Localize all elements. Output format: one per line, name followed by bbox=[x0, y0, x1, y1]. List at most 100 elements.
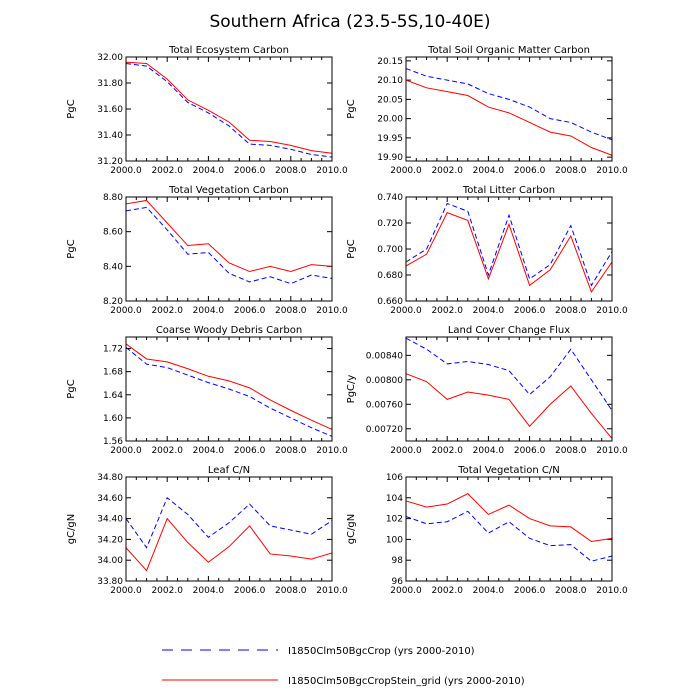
y-tick-label: 100 bbox=[386, 535, 403, 545]
y-tick-label: 34.80 bbox=[97, 473, 123, 483]
x-tick-label: 2010.0 bbox=[596, 166, 628, 176]
x-tick-label: 2008.0 bbox=[555, 446, 587, 456]
y-tick-label: 1.60 bbox=[103, 414, 123, 424]
plot-frame bbox=[125, 336, 333, 442]
y-tick-label: 34.40 bbox=[97, 515, 123, 525]
legend-entry-solid: I1850Clm50BgcCropStein_grid (yrs 2000-20… bbox=[162, 676, 525, 687]
y-tick-label: 0.740 bbox=[377, 193, 403, 203]
series-line-dashed bbox=[125, 206, 333, 285]
panel-grid: Total Ecosystem Carbon 2000.0 2002.0 2004.0… bbox=[66, 45, 628, 596]
x-tick-label: 2006.0 bbox=[234, 306, 266, 316]
y-tick-label: 33.80 bbox=[97, 577, 123, 587]
x-tick-label: 2006.0 bbox=[514, 586, 546, 596]
x-tick-label: 2004.0 bbox=[473, 446, 505, 456]
series-line-solid bbox=[405, 493, 613, 543]
y-tick-label: 0.00840 bbox=[366, 351, 403, 361]
x-tick-label: 2008.0 bbox=[275, 586, 307, 596]
y-tick-label: 0.00800 bbox=[366, 376, 403, 386]
x-tick-label: 2008.0 bbox=[275, 446, 307, 456]
x-tick-label: 2008.0 bbox=[555, 586, 587, 596]
x-tick-label: 2006.0 bbox=[514, 306, 546, 316]
x-tick-label: 2006.0 bbox=[514, 166, 546, 176]
y-tick-label: 20.00 bbox=[377, 115, 403, 125]
y-axis-label: PgC bbox=[66, 99, 77, 118]
y-tick-label: 1.68 bbox=[103, 368, 123, 378]
chart-panel-4: Total Litter Carbon 2000.0 2002.0 2004.0 200… bbox=[346, 185, 628, 316]
legend-entry-dashed: I1850Clm50BgcCrop (yrs 2000-2010) bbox=[162, 646, 475, 657]
y-tick-label: 98 bbox=[392, 556, 404, 566]
y-tick-label: 8.40 bbox=[103, 262, 123, 272]
chart-panel-1: Total Ecosystem Carbon 2000.0 2002.0 2004.0… bbox=[66, 45, 348, 176]
y-tick-label: 19.95 bbox=[377, 134, 403, 144]
x-tick-label: 2000.0 bbox=[390, 586, 422, 596]
y-tick-label: 8.60 bbox=[103, 228, 123, 238]
y-tick-label: 31.60 bbox=[97, 105, 123, 115]
x-tick-label: 2010.0 bbox=[596, 446, 628, 456]
plot-frame bbox=[125, 56, 333, 162]
x-tick-label: 2008.0 bbox=[275, 166, 307, 176]
series-line-solid bbox=[405, 373, 613, 439]
x-tick-label: 2010.0 bbox=[316, 446, 348, 456]
y-tick-label: 8.20 bbox=[103, 297, 123, 307]
y-tick-label: 1.64 bbox=[103, 391, 123, 401]
y-axis-label: gC/gN bbox=[346, 514, 357, 545]
x-tick-label: 2004.0 bbox=[473, 586, 505, 596]
y-tick-label: 32.00 bbox=[97, 53, 123, 63]
y-tick-label: 0.00760 bbox=[366, 400, 403, 410]
y-tick-label: 34.60 bbox=[97, 494, 123, 504]
y-tick-label: 106 bbox=[386, 473, 403, 483]
x-tick-label: 2000.0 bbox=[390, 166, 422, 176]
x-tick-label: 2004.0 bbox=[193, 306, 225, 316]
x-tick-label: 2006.0 bbox=[234, 586, 266, 596]
chart-panel-7: Leaf C/N 2000.0 2002.0 2004.0 2006.0 2008.0 20… bbox=[66, 465, 348, 596]
series-line-solid bbox=[125, 61, 333, 154]
x-tick-label: 2008.0 bbox=[275, 306, 307, 316]
series-line-dashed bbox=[125, 496, 333, 549]
plot-frame bbox=[405, 336, 613, 442]
x-tick-label: 2008.0 bbox=[555, 306, 587, 316]
legend-label-solid: I1850Clm50BgcCropStein_grid (yrs 2000-20… bbox=[288, 676, 525, 687]
x-tick-label: 2002.0 bbox=[431, 166, 463, 176]
x-tick-label: 2000.0 bbox=[390, 446, 422, 456]
x-tick-label: 2010.0 bbox=[596, 586, 628, 596]
panel-title: Land Cover Change Flux bbox=[448, 325, 570, 336]
plot-frame bbox=[125, 196, 333, 302]
x-tick-label: 2000.0 bbox=[110, 306, 142, 316]
y-tick-label: 34.00 bbox=[97, 556, 123, 566]
x-tick-label: 2002.0 bbox=[151, 166, 183, 176]
x-tick-label: 2010.0 bbox=[596, 306, 628, 316]
y-axis-label: PgC/y bbox=[346, 375, 357, 404]
y-tick-label: 102 bbox=[386, 515, 403, 525]
series-line-dashed bbox=[405, 68, 613, 141]
chart-panel-8: Total Vegetation C/N 2000.0 2002.0 2004.0 20… bbox=[346, 465, 628, 596]
x-tick-label: 2006.0 bbox=[234, 166, 266, 176]
x-tick-label: 2002.0 bbox=[431, 446, 463, 456]
panel-title: Total Vegetation Carbon bbox=[168, 185, 289, 196]
x-tick-label: 2010.0 bbox=[316, 586, 348, 596]
panel-title: Leaf C/N bbox=[208, 465, 250, 476]
y-tick-label: 0.680 bbox=[377, 271, 403, 281]
plot-frame bbox=[405, 196, 613, 302]
y-tick-label: 34.20 bbox=[97, 535, 123, 545]
series-line-dashed bbox=[405, 337, 613, 411]
y-tick-label: 0.00720 bbox=[366, 425, 403, 435]
series-line-solid bbox=[405, 79, 613, 156]
x-tick-label: 2004.0 bbox=[193, 586, 225, 596]
series-line-dashed bbox=[405, 202, 613, 287]
y-tick-label: 31.20 bbox=[97, 157, 123, 167]
series-line-solid bbox=[125, 199, 333, 273]
y-tick-label: 0.660 bbox=[377, 297, 403, 307]
plot-frame bbox=[405, 56, 613, 162]
y-tick-label: 31.40 bbox=[97, 131, 123, 141]
y-axis-label: PgC bbox=[66, 239, 77, 258]
figure-title: Southern Africa (23.5-5S,10-40E) bbox=[209, 12, 490, 32]
y-tick-label: 0.720 bbox=[377, 219, 403, 229]
x-tick-label: 2000.0 bbox=[110, 166, 142, 176]
x-tick-label: 2004.0 bbox=[473, 166, 505, 176]
chart-panel-5: Coarse Woody Debris Carbon 2000.0 2002.0 20… bbox=[66, 325, 348, 456]
plot-frame bbox=[125, 476, 333, 582]
x-tick-label: 2002.0 bbox=[431, 306, 463, 316]
legend-label-dashed: I1850Clm50BgcCrop (yrs 2000-2010) bbox=[288, 646, 475, 657]
x-tick-label: 2000.0 bbox=[110, 446, 142, 456]
